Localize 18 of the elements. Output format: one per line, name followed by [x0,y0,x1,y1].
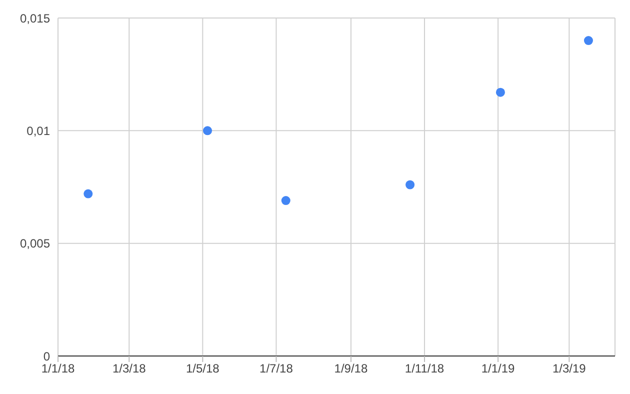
point [584,36,593,46]
y-tick-label: 0,005 [20,236,50,251]
x-tick-label: 1/9/18 [334,362,368,376]
x-tick-label: 1/11/18 [404,362,444,376]
x-tick-label: 1/3/18 [112,362,146,376]
point [406,180,415,190]
y-tick-label: 0 [43,349,50,364]
y-tick-label: 0,015 [20,11,50,26]
point [496,88,505,97]
x-tick-label: 1/1/18 [41,362,75,376]
y-tick-label: 0,01 [26,124,50,138]
x-tick-label: 1/3/19 [552,362,586,376]
point [281,196,290,206]
x-tick-label: 1/5/18 [186,362,220,376]
x-tick-label: 1/1/19 [481,362,516,376]
point [84,189,93,198]
point [202,126,212,136]
x-tick-label: 1/7/18 [260,362,294,376]
